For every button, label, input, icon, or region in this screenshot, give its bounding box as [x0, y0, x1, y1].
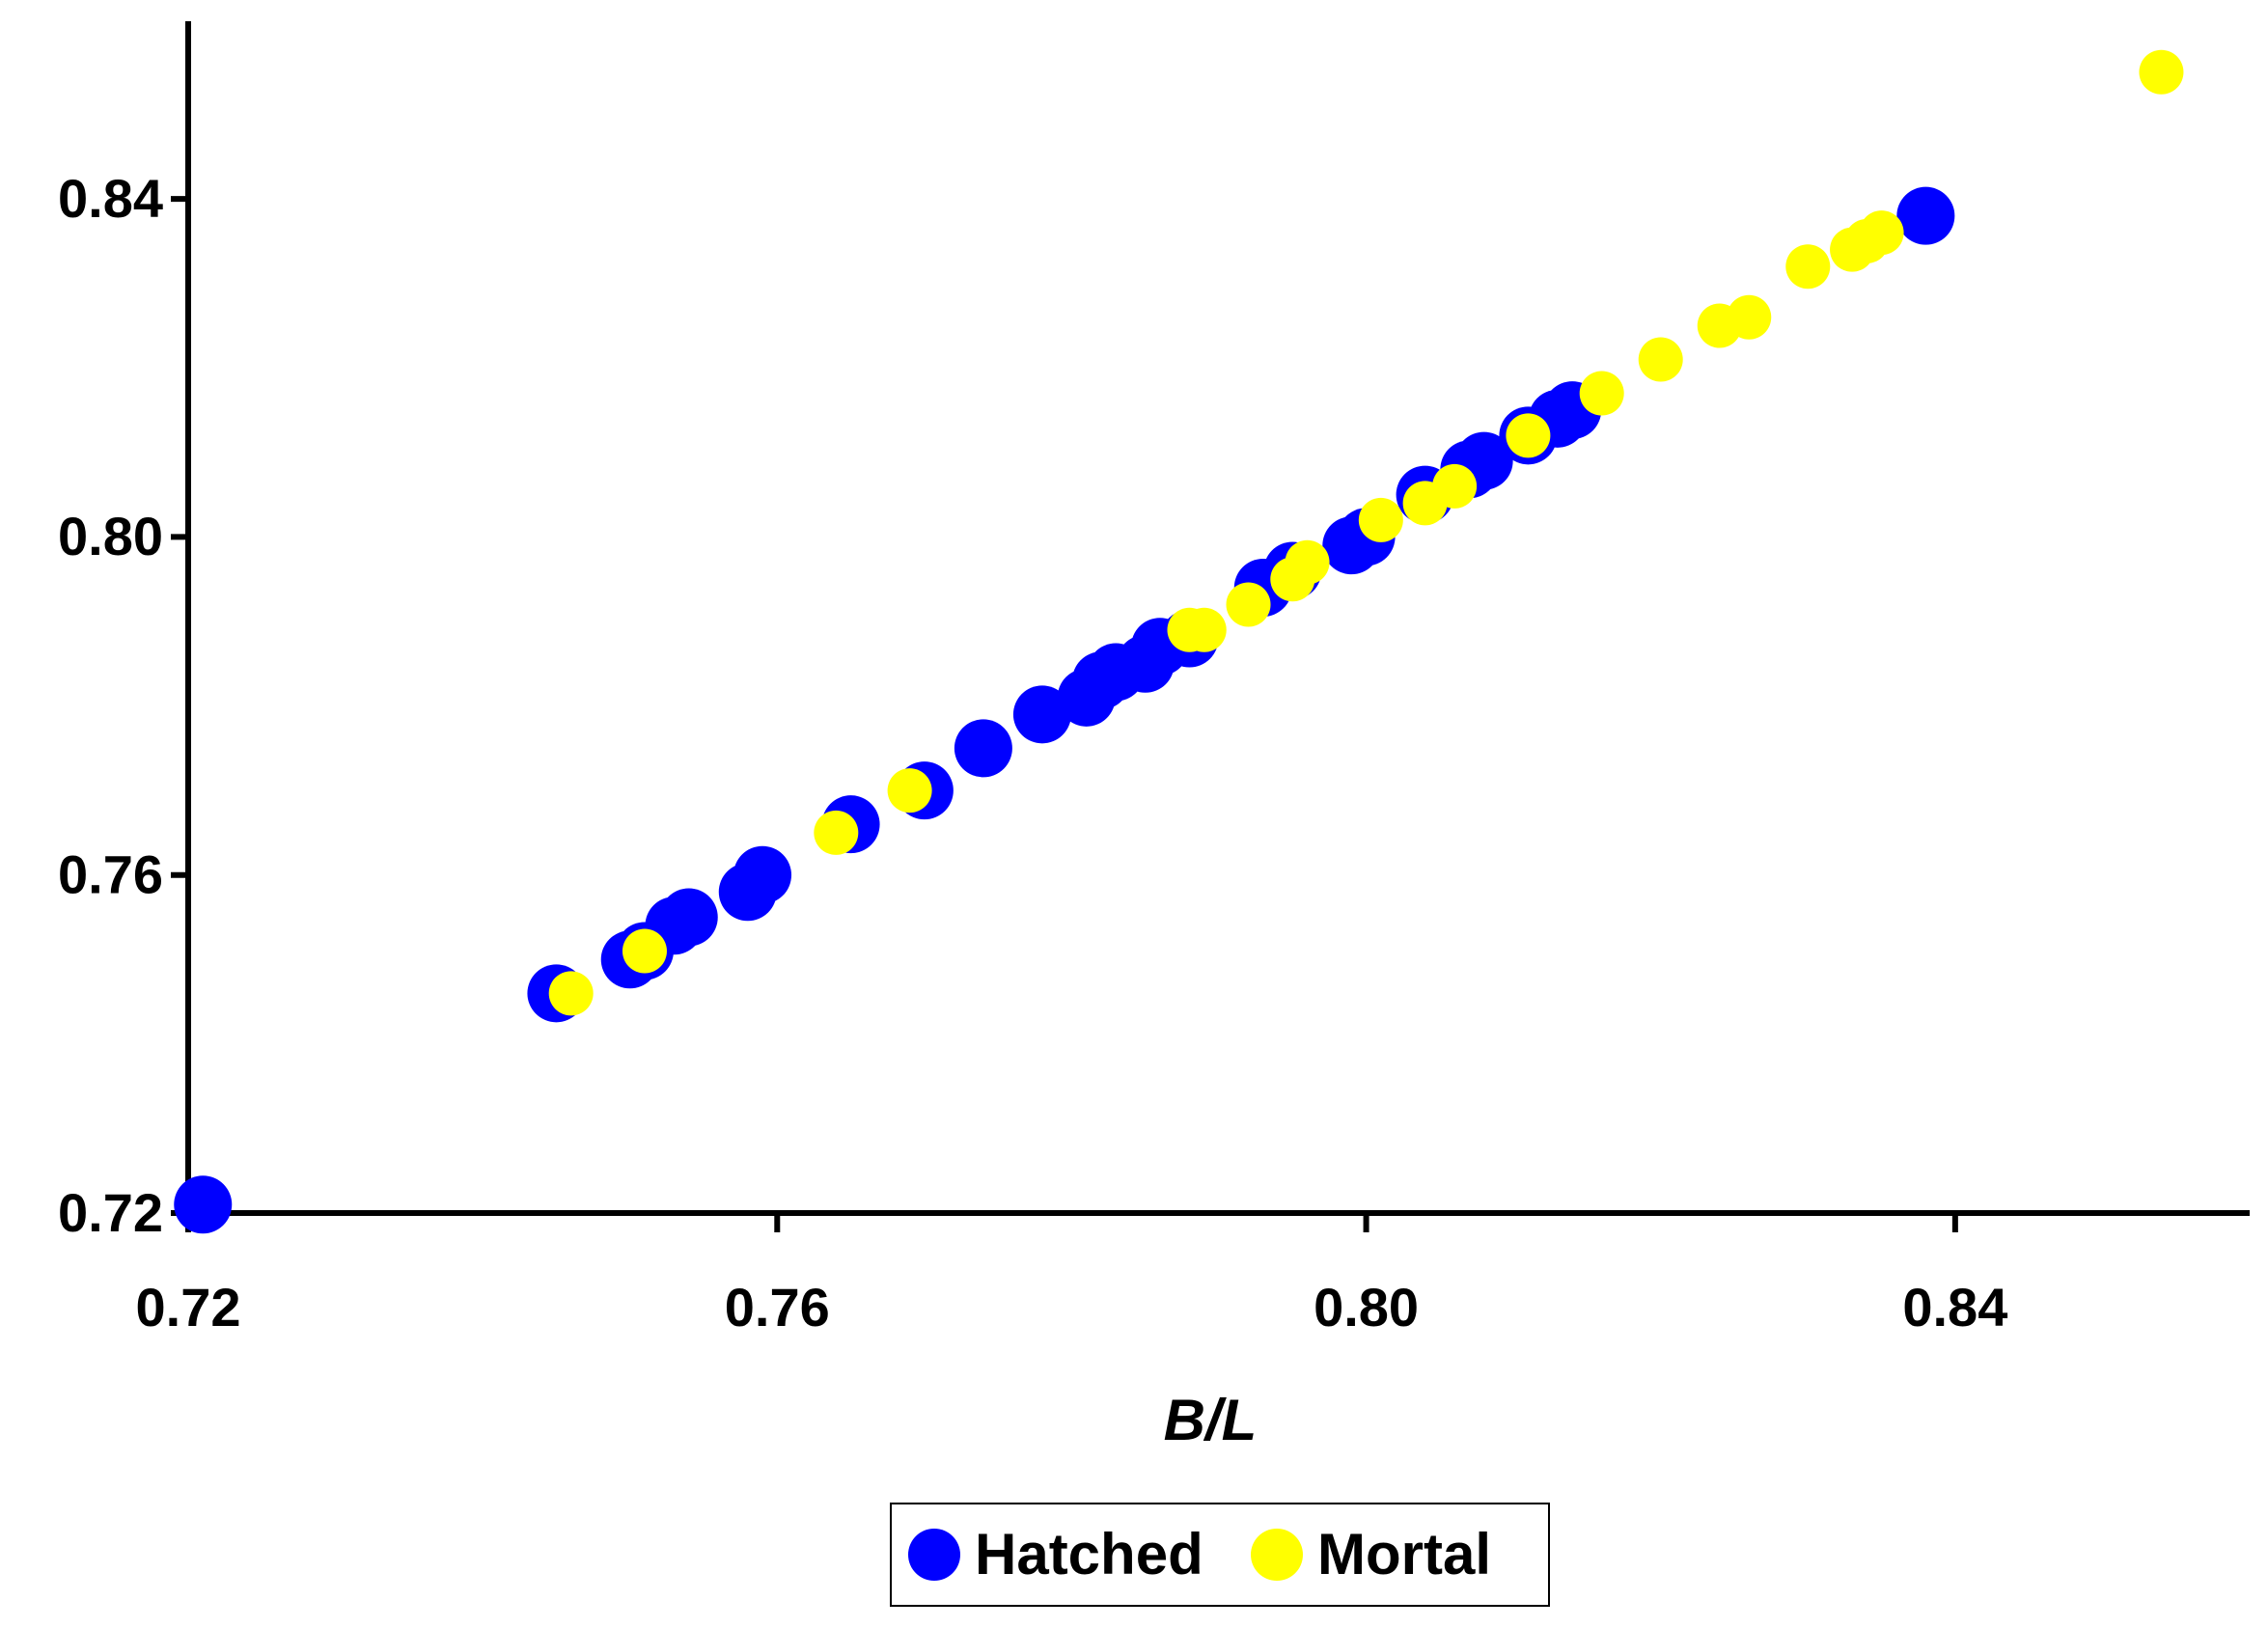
point [1506, 413, 1551, 458]
y-tick-label: 0.84 [58, 168, 163, 229]
point [1432, 463, 1478, 509]
point [174, 1175, 233, 1234]
x-tick-label: 0.72 [136, 1277, 241, 1338]
point [1727, 294, 1772, 340]
x-tick-label: 0.84 [1902, 1277, 2007, 1338]
point [1358, 497, 1403, 542]
y-tick-label: 0.76 [58, 844, 163, 905]
x-tick-label: 0.76 [725, 1277, 830, 1338]
point [1579, 371, 1624, 416]
legend-marker [908, 1529, 960, 1581]
legend-label: Hatched [975, 1522, 1203, 1587]
point [2139, 49, 2184, 95]
point [1285, 539, 1330, 585]
point [733, 845, 792, 904]
point [814, 810, 859, 855]
y-tick-label: 0.80 [58, 506, 163, 566]
x-axis-title: B/L [1164, 1388, 1258, 1452]
legend-label: Mortal [1317, 1522, 1491, 1587]
point [887, 768, 932, 814]
legend-marker [1251, 1529, 1303, 1581]
point [954, 719, 1012, 778]
point [1181, 607, 1227, 652]
x-tick-label: 0.80 [1314, 1277, 1419, 1338]
legend-box [890, 1503, 1550, 1607]
y-tick-label: 0.72 [58, 1182, 163, 1243]
point [659, 888, 718, 947]
point [622, 928, 667, 974]
point [1896, 186, 1955, 245]
point [1638, 337, 1683, 382]
point [1012, 685, 1071, 744]
point [548, 971, 594, 1016]
point [1785, 244, 1831, 290]
point [1859, 210, 1904, 256]
point [1226, 582, 1271, 627]
